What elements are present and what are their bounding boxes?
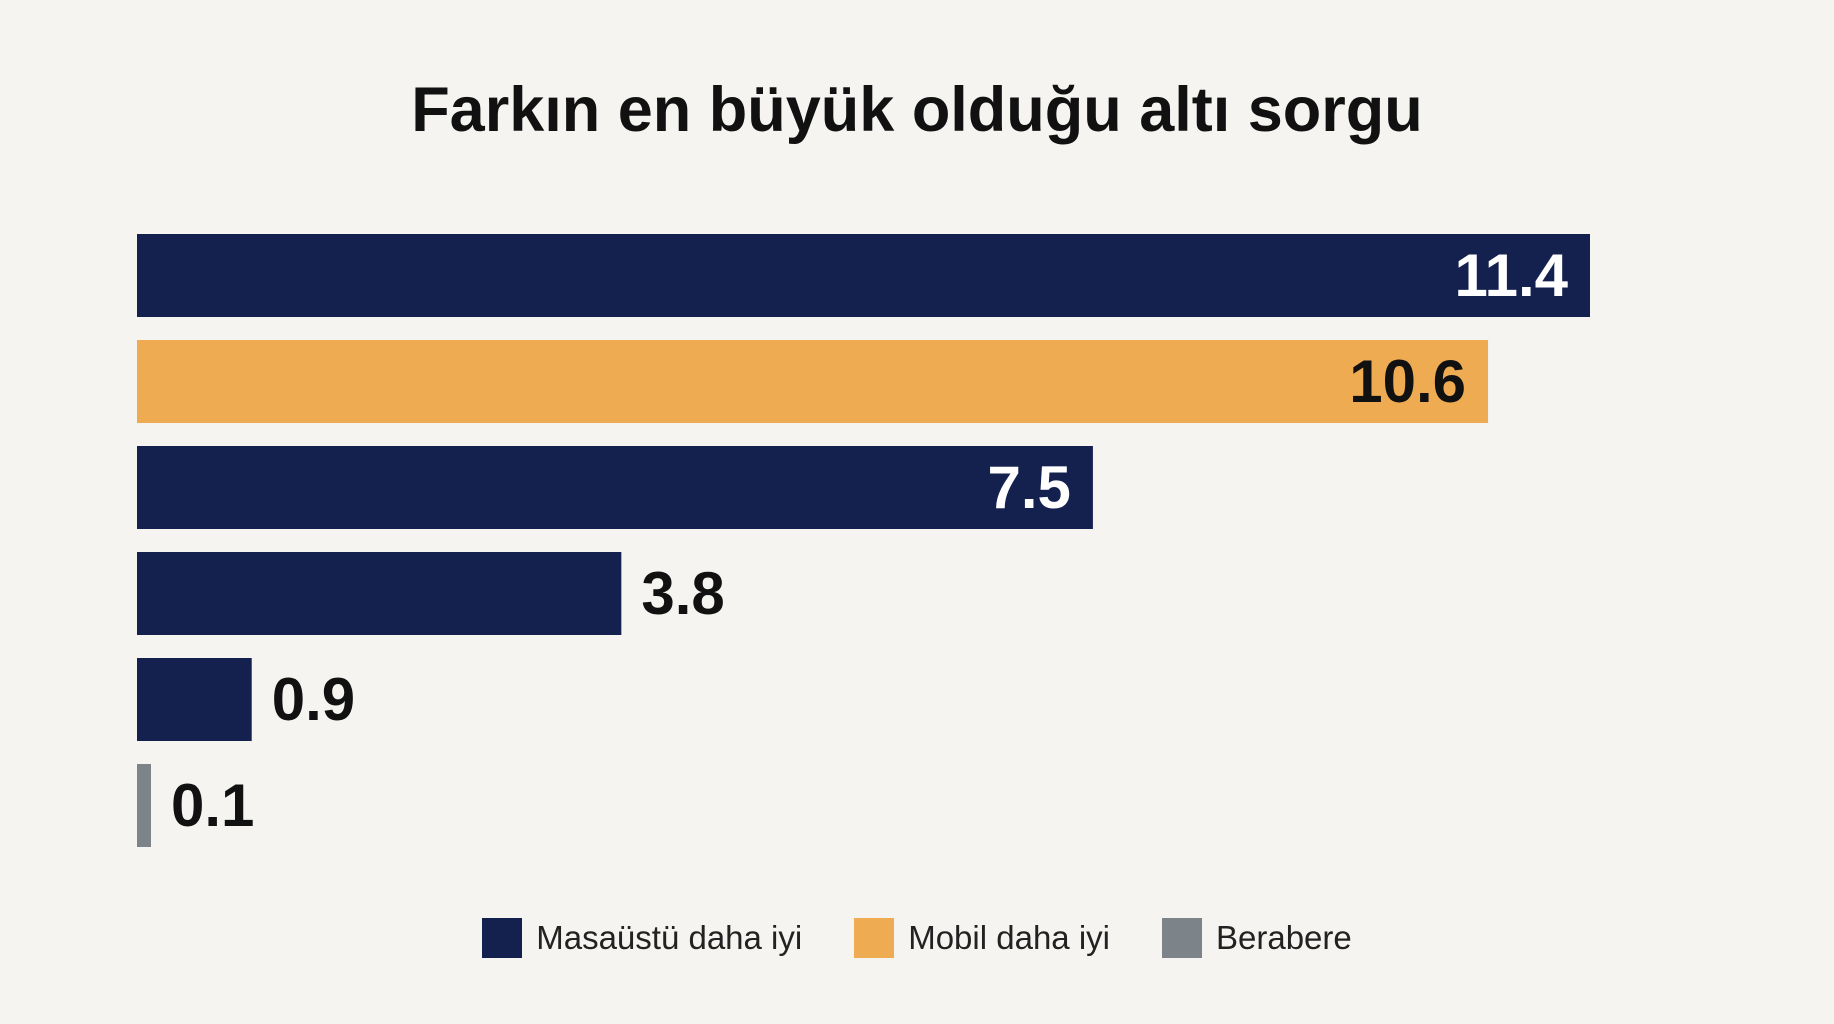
bar-value-label-5: 0.9 <box>272 666 355 733</box>
legend-item-tie: Berabere <box>1162 918 1352 958</box>
bar-5 <box>137 658 252 741</box>
legend-label-desktop: Masaüstü daha iyi <box>536 919 803 956</box>
legend: Masaüstü daha iyi Mobil daha iyi Berabere <box>0 918 1834 958</box>
bar-value-label-6: 0.1 <box>171 772 254 839</box>
bar-1 <box>137 234 1590 317</box>
bar-6 <box>137 764 151 847</box>
chart-title: Farkın en büyük olduğu altı sorgu <box>411 75 1423 145</box>
legend-item-mobile: Mobil daha iyi <box>854 918 1110 958</box>
bar-3 <box>137 446 1093 529</box>
legend-item-desktop: Masaüstü daha iyi <box>482 918 802 958</box>
legend-swatch-mobile <box>854 918 895 958</box>
legend-swatch-desktop <box>482 918 523 958</box>
bar-value-label-1: 11.4 <box>1455 242 1569 309</box>
legend-label-tie: Berabere <box>1216 919 1352 956</box>
legend-label-mobile: Mobil daha iyi <box>908 919 1110 956</box>
bar-value-label-3: 7.5 <box>987 454 1070 521</box>
bar-4 <box>137 552 622 635</box>
bar-2 <box>137 340 1489 423</box>
bar-value-label-2: 10.6 <box>1349 348 1466 415</box>
legend-swatch-tie <box>1162 918 1202 958</box>
bar-value-label-4: 3.8 <box>641 560 724 627</box>
